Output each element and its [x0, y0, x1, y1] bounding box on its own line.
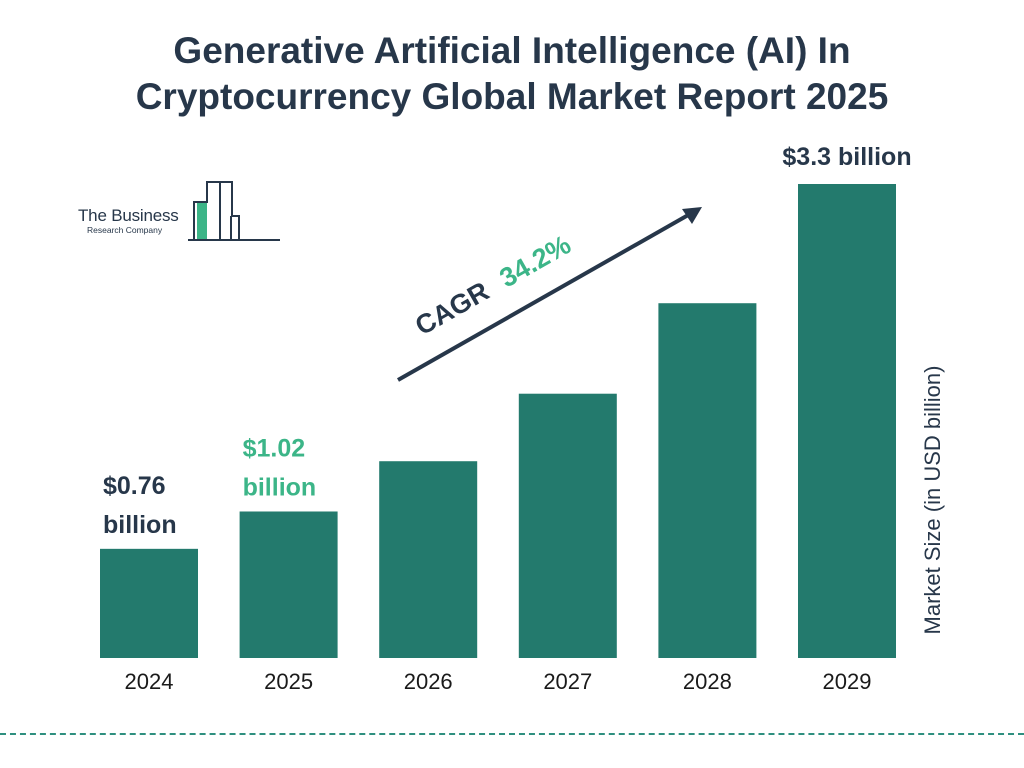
- cagr-arrow-head-icon: [682, 207, 702, 224]
- x-tick-label: 2025: [264, 669, 313, 694]
- data-label-2024: billion: [103, 511, 177, 539]
- data-label-2025: $1.02: [243, 434, 306, 462]
- cagr-annotation: CAGR 34.2%: [397, 207, 702, 382]
- x-tick-label: 2028: [683, 669, 732, 694]
- bar-2026: [379, 461, 478, 658]
- x-tick-label: 2026: [404, 669, 453, 694]
- bar-2029: [798, 184, 896, 658]
- bar-2028: [658, 303, 757, 658]
- chart-title: Generative Artificial Intelligence (AI) …: [0, 28, 1024, 120]
- bar-2025: [239, 511, 338, 658]
- data-label-2029: $3.3 billion: [782, 143, 911, 171]
- x-tick-label: 2027: [543, 669, 592, 694]
- x-tick-label: 2024: [125, 669, 174, 694]
- logo-subtitle: Research Company: [87, 225, 163, 235]
- bar-2027: [518, 393, 617, 658]
- y-axis-label: Market Size (in USD billion): [920, 366, 945, 635]
- company-logo: The Business Research Company: [78, 180, 283, 246]
- data-label-2024: $0.76: [103, 472, 166, 500]
- bar-2024: [100, 548, 198, 658]
- footer-divider: [0, 733, 1024, 735]
- title-line-2: Cryptocurrency Global Market Report 2025: [135, 76, 889, 117]
- logo-bars-icon: [188, 181, 280, 241]
- cagr-arrow-line: [397, 212, 691, 382]
- logo-name: The Business: [78, 206, 179, 225]
- x-tick-label: 2029: [823, 669, 872, 694]
- data-label-2025: billion: [243, 473, 317, 501]
- title-line-1: Generative Artificial Intelligence (AI) …: [173, 30, 851, 71]
